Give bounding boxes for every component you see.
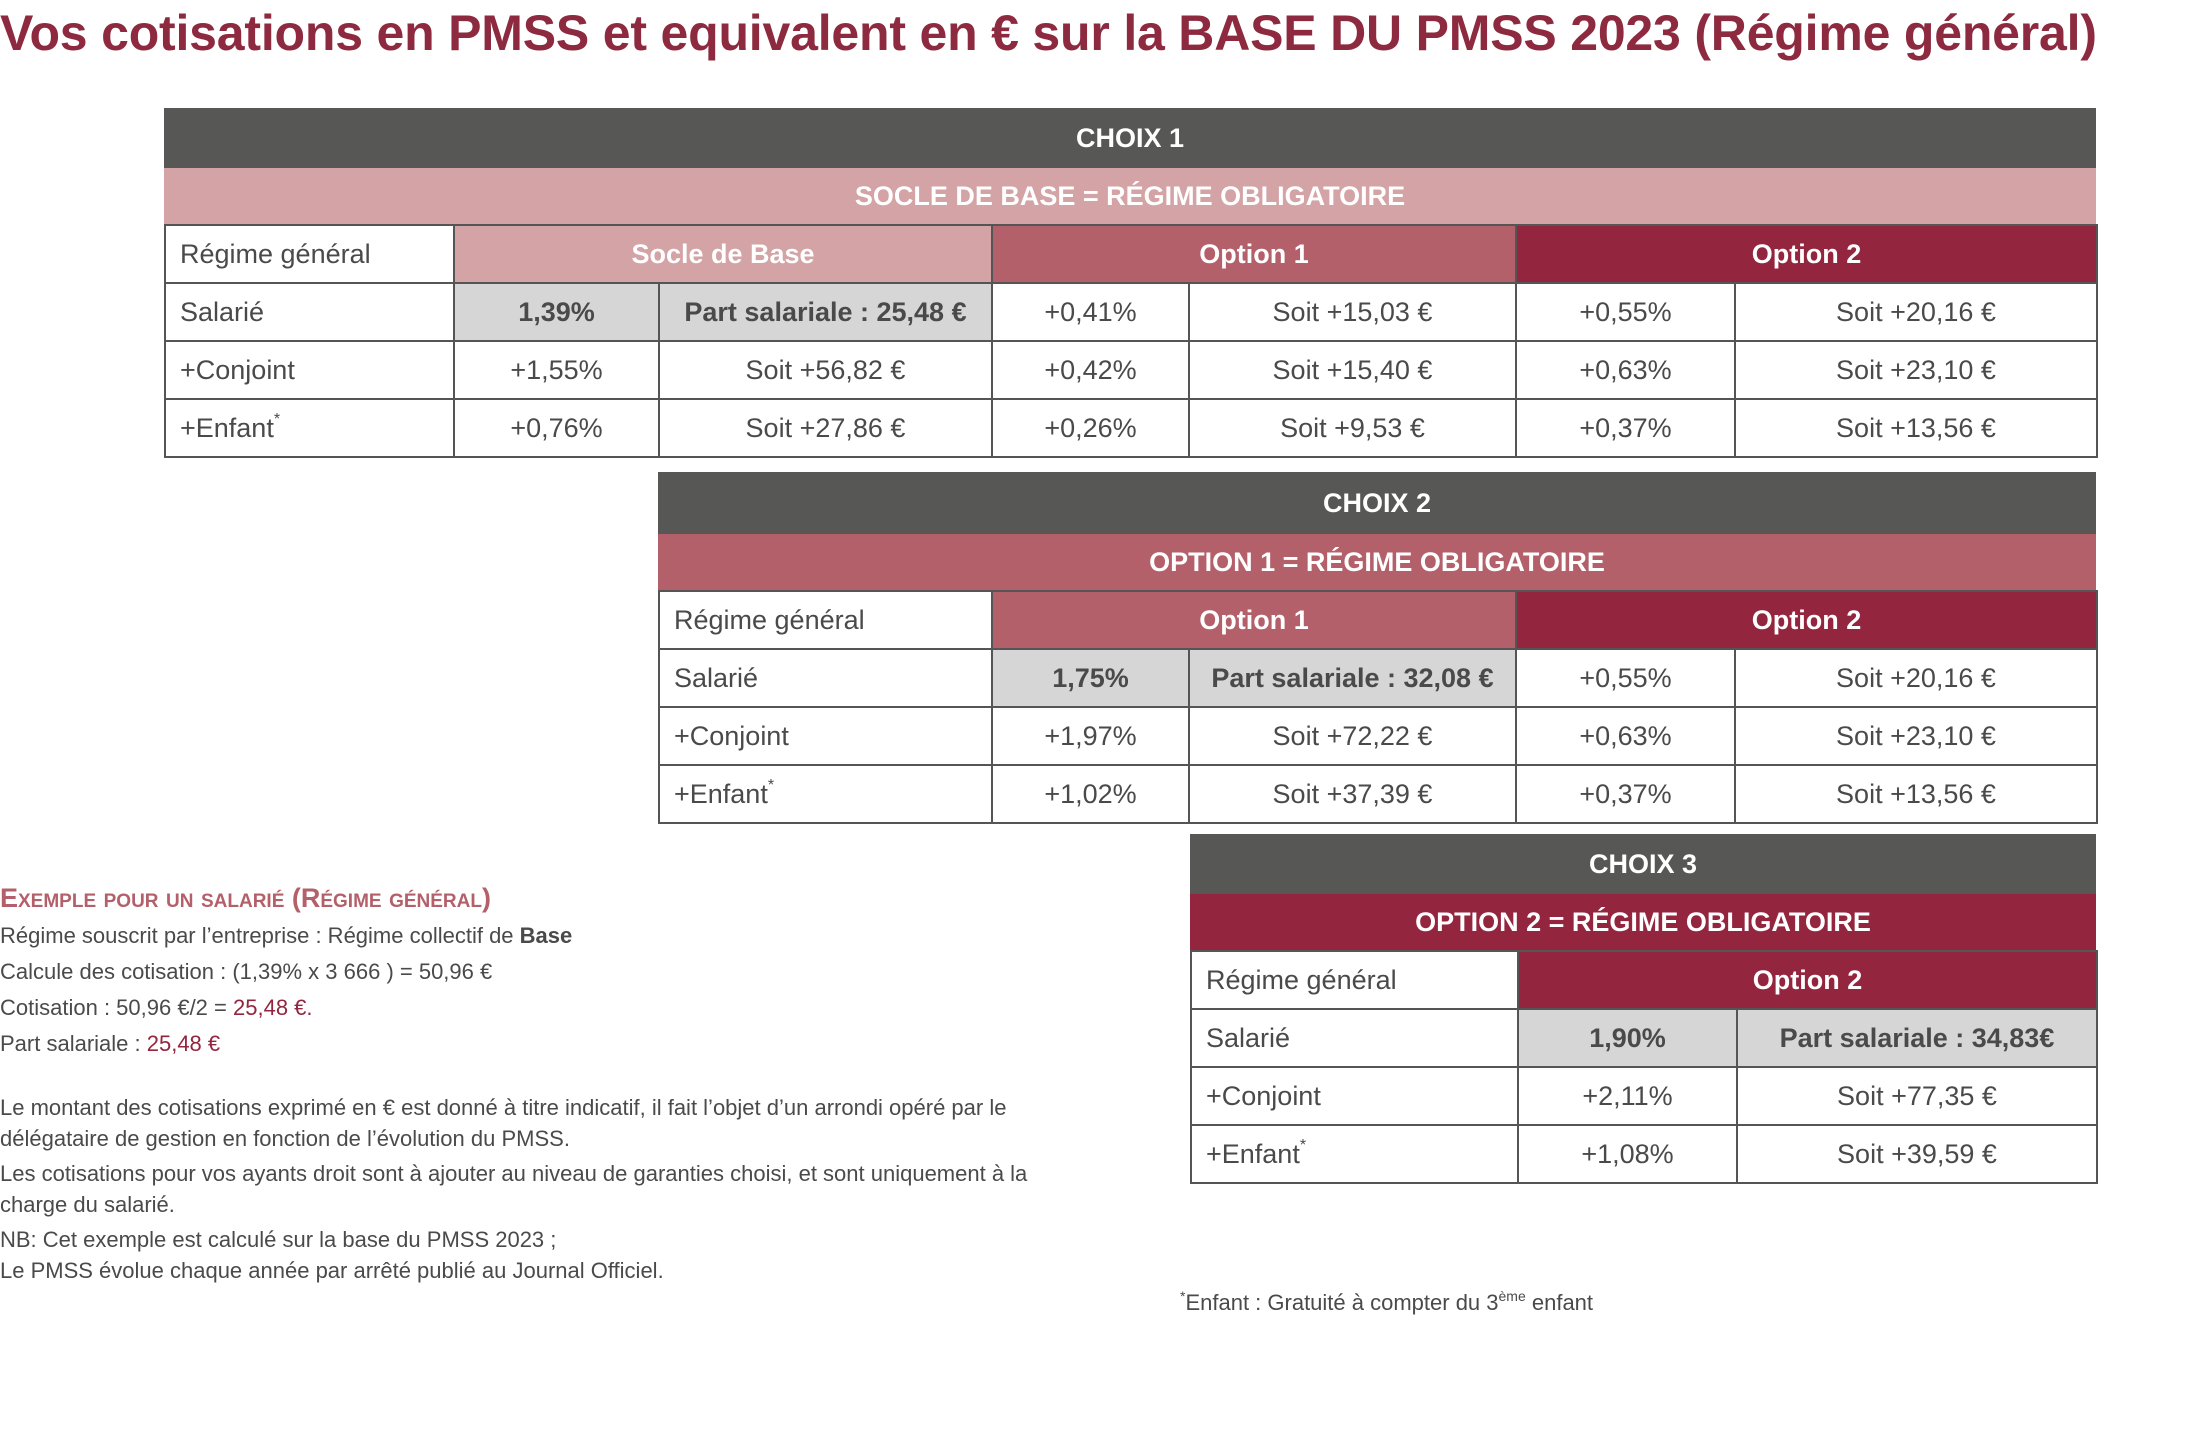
table-cell: +0,42%: [991, 340, 1190, 400]
table-cell: +0,55%: [1515, 648, 1736, 708]
choix1-subtitle: SOCLE DE BASE = RÉGIME OBLIGATOIRE: [164, 168, 2096, 224]
choix3-header-regime: Régime général: [1190, 950, 1519, 1010]
row-label: +Conjoint: [658, 706, 993, 766]
table-cell: Soit +20,16 €: [1734, 282, 2098, 342]
table-cell: Soit +13,56 €: [1734, 398, 2098, 458]
row-label: Salarié: [658, 648, 993, 708]
table-row: +Conjoint +1,55% Soit +56,82 € +0,42% So…: [164, 340, 2098, 400]
table-cell: +1,08%: [1517, 1124, 1738, 1184]
table-cell: +2,11%: [1517, 1066, 1738, 1126]
footnote-marker: *: [273, 410, 281, 428]
table-cell: Soit +23,10 €: [1734, 706, 2098, 766]
choix3-title: CHOIX 3: [1190, 834, 2096, 894]
row-label: +Conjoint: [164, 340, 455, 400]
notes-section: Le montant des cotisations exprimé en € …: [0, 1092, 1040, 1290]
table-cell: +0,37%: [1515, 764, 1736, 824]
table-cell: 1,75%: [991, 648, 1190, 708]
example-line-cotisation: Cotisation : 50,96 €/2 = 25,48 €.: [0, 995, 313, 1020]
example-title: Exemple pour un salarié (Régime général): [0, 883, 491, 913]
table-cell: +0,37%: [1515, 398, 1736, 458]
table-cell: Part salariale : 32,08 €: [1188, 648, 1517, 708]
choix3-table: Régime général Option 2 Salarié 1,90% Pa…: [1190, 950, 2098, 1184]
footnote-marker: *: [767, 776, 775, 794]
table-cell: +0,55%: [1515, 282, 1736, 342]
choix3-header-option2: Option 2: [1517, 950, 2098, 1010]
note-paragraph: Le montant des cotisations exprimé en € …: [0, 1095, 1007, 1151]
row-label: +Enfant*: [1190, 1124, 1519, 1184]
table-cell: Part salariale : 34,83€: [1736, 1008, 2098, 1068]
table-row: Salarié 1,90% Part salariale : 34,83€: [1190, 1008, 2098, 1068]
choix2-block: CHOIX 2 OPTION 1 = RÉGIME OBLIGATOIRE Ré…: [658, 472, 2098, 824]
table-cell: Soit +20,16 €: [1734, 648, 2098, 708]
table-cell: +0,76%: [453, 398, 660, 458]
choix2-subtitle: OPTION 1 = RÉGIME OBLIGATOIRE: [658, 534, 2096, 590]
example-section: Exemple pour un salarié (Régime général)…: [0, 878, 1040, 1062]
row-label: Salarié: [1190, 1008, 1519, 1068]
row-label: +Conjoint: [1190, 1066, 1519, 1126]
choix3-block: CHOIX 3 OPTION 2 = RÉGIME OBLIGATOIRE Ré…: [1190, 834, 2098, 1184]
row-label: +Enfant*: [658, 764, 993, 824]
table-cell: Soit +37,39 €: [1188, 764, 1517, 824]
table-cell: Soit +77,35 €: [1736, 1066, 2098, 1126]
table-cell: Soit +9,53 €: [1188, 398, 1517, 458]
choix1-header-socle: Socle de Base: [453, 224, 993, 284]
choix1-header-option2: Option 2: [1515, 224, 2098, 284]
table-cell: Soit +15,40 €: [1188, 340, 1517, 400]
choix2-header-option2: Option 2: [1515, 590, 2098, 650]
table-cell: +1,97%: [991, 706, 1190, 766]
choix1-header-option1: Option 1: [991, 224, 1517, 284]
choix2-table: Régime général Option 1 Option 2 Salarié…: [658, 590, 2098, 824]
table-row: +Enfant* +0,76% Soit +27,86 € +0,26% Soi…: [164, 398, 2098, 458]
table-cell: Soit +39,59 €: [1736, 1124, 2098, 1184]
choix1-table: Régime général Socle de Base Option 1 Op…: [164, 224, 2098, 458]
table-row: +Conjoint +2,11% Soit +77,35 €: [1190, 1066, 2098, 1126]
example-line-regime: Régime souscrit par l’entreprise : Régim…: [0, 923, 573, 948]
table-row: +Enfant* +1,08% Soit +39,59 €: [1190, 1124, 2098, 1184]
note-paragraph: Les cotisations pour vos ayants droit so…: [0, 1161, 1028, 1217]
table-row: Salarié 1,39% Part salariale : 25,48 € +…: [164, 282, 2098, 342]
choix1-header-regime: Régime général: [164, 224, 455, 284]
table-cell: 1,39%: [453, 282, 660, 342]
table-cell: Soit +13,56 €: [1734, 764, 2098, 824]
row-label: +Enfant*: [164, 398, 455, 458]
table-cell: Soit +72,22 €: [1188, 706, 1517, 766]
choix2-header-row: Régime général Option 1 Option 2: [658, 590, 2098, 650]
choix1-header-row: Régime général Socle de Base Option 1 Op…: [164, 224, 2098, 284]
table-cell: +0,63%: [1515, 340, 1736, 400]
table-cell: +1,02%: [991, 764, 1190, 824]
note-paragraph: NB: Cet exemple est calculé sur la base …: [0, 1227, 664, 1283]
table-cell: Soit +27,86 €: [658, 398, 993, 458]
choix3-subtitle: OPTION 2 = RÉGIME OBLIGATOIRE: [1190, 894, 2096, 950]
choix2-header-regime: Régime général: [658, 590, 993, 650]
table-cell: Part salariale : 25,48 €: [658, 282, 993, 342]
page-title: Vos cotisations en PMSS et equivalent en…: [0, 5, 2097, 61]
table-row: +Enfant* +1,02% Soit +37,39 € +0,37% Soi…: [658, 764, 2098, 824]
example-line-calcul: Calcule des cotisation : (1,39% x 3 666 …: [0, 959, 493, 984]
table-row: +Conjoint +1,97% Soit +72,22 € +0,63% So…: [658, 706, 2098, 766]
choix2-header-option1: Option 1: [991, 590, 1517, 650]
choix1-block: CHOIX 1 SOCLE DE BASE = RÉGIME OBLIGATOI…: [164, 108, 2098, 458]
table-cell: 1,90%: [1517, 1008, 1738, 1068]
choix1-title: CHOIX 1: [164, 108, 2096, 168]
table-cell: Soit +15,03 €: [1188, 282, 1517, 342]
choix3-header-row: Régime général Option 2: [1190, 950, 2098, 1010]
example-line-part: Part salariale : 25,48 €: [0, 1031, 221, 1056]
footnote-marker: *: [1299, 1136, 1307, 1154]
table-row: Salarié 1,75% Part salariale : 32,08 € +…: [658, 648, 2098, 708]
choix2-title: CHOIX 2: [658, 472, 2096, 534]
row-label: Salarié: [164, 282, 455, 342]
table-cell: +0,63%: [1515, 706, 1736, 766]
footnote: *Enfant : Gratuité à compter du 3ème enf…: [1180, 1288, 1594, 1315]
table-cell: +1,55%: [453, 340, 660, 400]
table-cell: +0,41%: [991, 282, 1190, 342]
table-cell: Soit +56,82 €: [658, 340, 993, 400]
table-cell: +0,26%: [991, 398, 1190, 458]
table-cell: Soit +23,10 €: [1734, 340, 2098, 400]
